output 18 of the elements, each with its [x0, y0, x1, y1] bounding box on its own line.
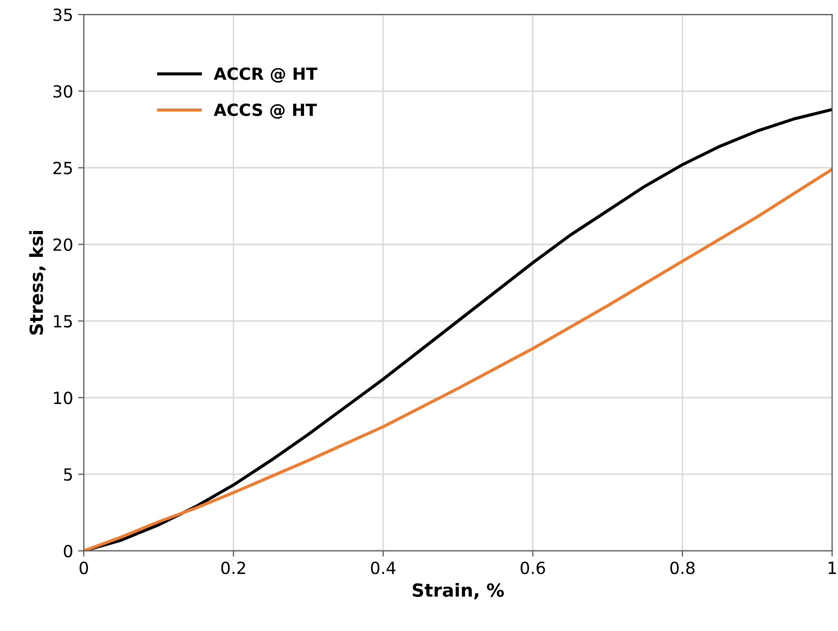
x-tick-label: 0.4: [370, 562, 396, 574]
y-tick-label: 30: [53, 85, 72, 98]
x-tick-label: 0.6: [520, 562, 546, 574]
x-tick-label: 0: [80, 562, 88, 574]
legend-label: ACCS @ HT: [214, 103, 317, 119]
y-axis-title: Stress, ksi: [29, 231, 46, 335]
y-tick-label: 5: [64, 468, 72, 481]
x-tick-label: 0.8: [670, 562, 695, 574]
y-tick-label: 15: [54, 315, 72, 328]
y-tick-label: 20: [53, 238, 72, 251]
legend-label: ACCR @ HT: [214, 67, 318, 83]
x-axis-title: Strain, %: [412, 582, 504, 600]
y-tick-label: 10: [54, 392, 72, 404]
y-tick-label: 0: [64, 544, 72, 558]
y-tick-label: 25: [53, 162, 72, 174]
y-tick-label: 35: [53, 8, 72, 22]
x-tick-label: 1: [828, 562, 836, 574]
x-tick-label: 0.2: [221, 562, 246, 574]
